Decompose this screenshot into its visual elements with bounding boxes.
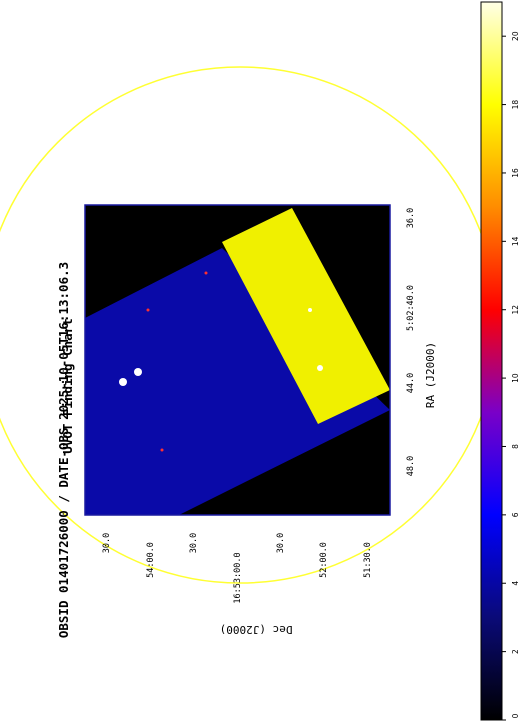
colorbar-tick-label: 12 [511,305,520,315]
colorbar-tick-label: 0 [511,713,520,718]
uvot-field-region [85,248,390,515]
bright-star [119,378,127,386]
colorbar-tick-label: 20 [511,31,520,41]
image-border [84,204,391,516]
colorbar-tick-label: 16 [511,168,520,178]
chart-subtitle: OBSID 01401726000 / DATE-OBS 2025-10-05T… [56,262,71,638]
faint-source [160,448,164,452]
bright-star [134,368,142,376]
dec-tick-label: 30.0 [189,533,199,553]
faint-source [146,308,150,312]
colorbar-ticks: 0 2 4 6 8 10 12 14 16 18 20 [502,31,520,721]
colorbar-tick-label: 4 [511,581,520,586]
ra-axis-label: RA (J2000) [424,342,437,408]
dec-tick-label: 30.0 [102,533,112,553]
colorbar-tick-label: 10 [511,373,520,383]
colorbar-tick-label: 18 [511,100,520,110]
dec-tick-label: 54:00.0 [146,542,156,578]
ra-tick-label: 44.0 [406,373,416,393]
colorbar-tick-label: 2 [511,649,520,654]
bright-region [222,208,390,424]
colorbar-tick-label: 6 [511,512,520,517]
colorbar-tick-label: 14 [511,236,520,246]
ra-ticks: 48.0 44.0 5:02:40.0 36.0 [406,208,416,476]
ra-tick-label: 36.0 [406,208,416,228]
bright-star [308,308,312,312]
chart-title: UVOT Finding Chart [60,318,75,453]
dec-tick-label: 52:00.0 [319,542,329,578]
bright-star [317,365,323,371]
colorbar-tick-label: 8 [511,444,520,449]
ra-tick-label: 5:02:40.0 [406,285,416,331]
faint-source [204,271,208,275]
colorbar [480,1,503,721]
image-panel [84,204,391,516]
dec-tick-label: 16:53:00.0 [233,552,243,603]
dec-ticks: 30.0 54:00.0 30.0 16:53:00.0 30.0 52:00.… [102,533,373,604]
dec-tick-label: 51:30.0 [363,542,373,578]
dec-axis-label: Dec (J2000) [220,623,293,636]
dec-tick-label: 30.0 [276,533,286,553]
ra-tick-label: 48.0 [406,456,416,476]
